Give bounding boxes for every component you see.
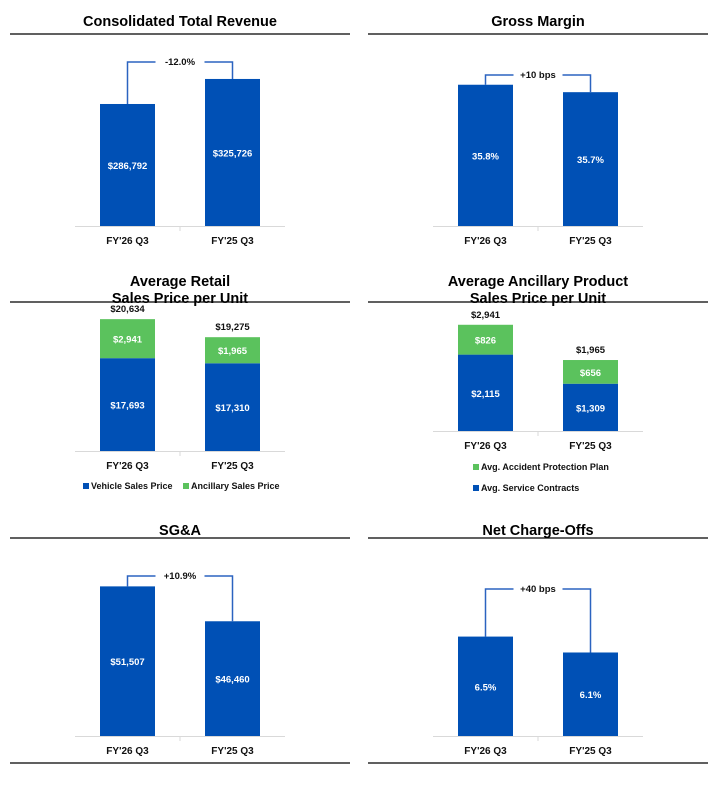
legend-swatch: [183, 483, 189, 489]
total-value-label: $1,965: [576, 345, 606, 356]
legend-swatch: [473, 485, 479, 491]
chart-panel-1: Consolidated Total Revenue FY'26 Q3 FY'25 …: [10, 14, 350, 247]
bar-value-label: 6.1%: [580, 690, 602, 701]
chart-title: Average Ancillary Product: [448, 274, 628, 290]
category-label: FY'25 Q3: [569, 746, 612, 757]
bar: [205, 78, 260, 227]
category-label: FY'25 Q3: [211, 236, 254, 247]
legend-swatch: [83, 483, 89, 489]
segment-value-label: $2,115: [471, 389, 500, 400]
segment-value-label: $1,309: [576, 403, 605, 414]
category-label: FY'25 Q3: [211, 746, 254, 757]
segment-value-label: $17,310: [215, 403, 249, 414]
change-bracket: [126, 575, 234, 622]
bar: [458, 84, 513, 226]
bar-value-label: 35.7%: [577, 155, 604, 166]
bar: [205, 621, 260, 736]
legend-swatch: [473, 464, 479, 470]
bar-value-label: 6.5%: [475, 682, 497, 693]
legend-label: Vehicle Sales Price: [91, 481, 173, 491]
chart-title: Gross Margin: [491, 14, 584, 30]
bar-segment: [205, 363, 260, 451]
chart-title: SG&A: [159, 523, 201, 539]
change-label: +10 bps: [520, 70, 556, 81]
bar: [100, 103, 155, 226]
bar-value-label: 35.8%: [472, 151, 499, 162]
segment-value-label: $2,941: [113, 335, 143, 346]
chart-title: Average Retail: [130, 274, 230, 290]
bar-value-label: $51,507: [110, 657, 144, 668]
bar-value-label: $325,726: [213, 148, 253, 159]
bar: [458, 636, 513, 736]
bar-segment: [458, 324, 513, 355]
category-label: FY'25 Q3: [569, 236, 612, 247]
bar-segment: [100, 319, 155, 359]
total-value-label: $19,275: [215, 322, 250, 333]
segment-value-label: $826: [475, 336, 496, 347]
bar-segment: [563, 383, 618, 431]
bar-segment: [458, 354, 513, 431]
change-bracket: [126, 61, 234, 104]
bar-segment: [205, 337, 260, 364]
category-label: FY'26 Q3: [106, 236, 149, 247]
total-value-label: $20,634: [110, 304, 145, 315]
category-label: FY'26 Q3: [464, 441, 507, 452]
category-label: FY'26 Q3: [106, 461, 149, 472]
bar-segment: [563, 360, 618, 384]
category-label: FY'26 Q3: [106, 746, 149, 757]
change-label: +40 bps: [520, 584, 556, 595]
change-label: +10.9%: [164, 571, 197, 582]
change-bracket: [484, 588, 592, 653]
bar-segment: [100, 358, 155, 451]
change-label: -12.0%: [165, 57, 196, 68]
chart-panel-6: Net Charge-Offs FY'26 Q3 FY'25 Q3 6.5% 6.1% +…: [368, 523, 708, 757]
bar-value-label: $46,460: [215, 675, 249, 686]
chart-panel-5: SG&A FY'26 Q3 FY'25 Q3 $51,507 $46,460 +10.9%: [10, 523, 350, 757]
total-value-label: $2,941: [471, 310, 501, 321]
chart-title: Sales Price per Unit: [470, 291, 606, 307]
chart-title: Net Charge-Offs: [482, 523, 593, 539]
category-label: FY'25 Q3: [211, 461, 254, 472]
chart-title: Sales Price per Unit: [112, 291, 248, 307]
bar: [563, 92, 618, 226]
category-label: FY'26 Q3: [464, 746, 507, 757]
segment-value-label: $17,693: [110, 401, 144, 412]
legend-label: Avg. Service Contracts: [481, 483, 579, 493]
bar-value-label: $286,792: [108, 161, 148, 172]
segment-value-label: $1,965: [218, 346, 248, 357]
category-label: FY'25 Q3: [569, 441, 612, 452]
chart-title: Consolidated Total Revenue: [83, 14, 277, 30]
segment-value-label: $656: [580, 368, 601, 379]
bar: [100, 586, 155, 736]
bar: [563, 652, 618, 736]
change-bracket: [484, 74, 592, 93]
chart-panel-2: Gross Margin FY'26 Q3 FY'25 Q3 35.8% 35.7% +1…: [368, 14, 708, 247]
legend-label: Avg. Accident Protection Plan: [481, 462, 609, 472]
category-label: FY'26 Q3: [464, 236, 507, 247]
legend-label: Ancillary Sales Price: [191, 481, 280, 491]
